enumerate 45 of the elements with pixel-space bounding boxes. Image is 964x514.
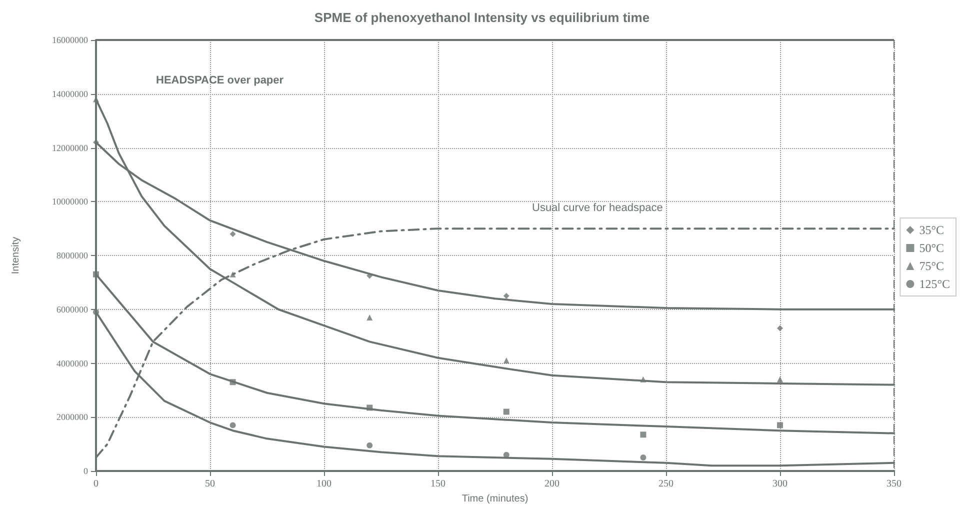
point — [366, 404, 373, 411]
chart-title: SPME of phenoxyethanol Intensity vs equilibrium time — [314, 10, 650, 25]
x-tick-label: 0 — [94, 478, 98, 490]
point — [366, 272, 373, 279]
x-tick-label: 150 — [430, 478, 446, 490]
point — [230, 230, 236, 237]
x-tick-label: 300 — [772, 478, 788, 490]
point — [503, 358, 510, 364]
y-tick-label: 10000000 — [52, 196, 88, 207]
x-tick-label: 100 — [316, 478, 332, 490]
point — [93, 309, 99, 316]
point — [503, 292, 510, 299]
y-tick-label: 16000000 — [52, 35, 88, 45]
point — [640, 454, 646, 461]
point — [230, 422, 236, 428]
point — [230, 379, 236, 386]
legend-label: 125°C — [919, 277, 950, 291]
y-tick-label: 2000000 — [56, 412, 88, 422]
x-tick-label: 250 — [658, 478, 674, 490]
x-tick-label: 200 — [544, 478, 560, 490]
y-tick-label: 12000000 — [52, 142, 88, 153]
point — [93, 271, 99, 278]
point — [777, 325, 783, 332]
x-tick-label: 350 — [886, 478, 902, 490]
point — [640, 376, 646, 382]
point — [777, 376, 783, 382]
y-tick-label: 14000000 — [52, 88, 88, 99]
legend-label: 50°C — [919, 241, 944, 255]
point — [230, 271, 236, 278]
x-axis-title: Time (minutes) — [462, 493, 528, 504]
point — [640, 432, 646, 438]
legend-label: 35°C — [919, 223, 944, 237]
point — [777, 422, 783, 428]
point — [366, 442, 373, 448]
x-tick-label: 50 — [205, 478, 215, 490]
y-tick-label: 8000000 — [56, 250, 88, 260]
annotation: HEADSPACE over paper — [156, 74, 284, 86]
y-tick-label: 4000000 — [56, 358, 88, 368]
y-axis-title: Intensity — [10, 236, 22, 274]
annotation: Usual curve for headspace — [532, 202, 663, 214]
y-tick-label: 0 — [84, 466, 88, 476]
y-tick-label: 6000000 — [56, 304, 88, 314]
legend-label: 75°C — [919, 259, 944, 273]
point — [366, 314, 373, 320]
point — [503, 408, 510, 415]
